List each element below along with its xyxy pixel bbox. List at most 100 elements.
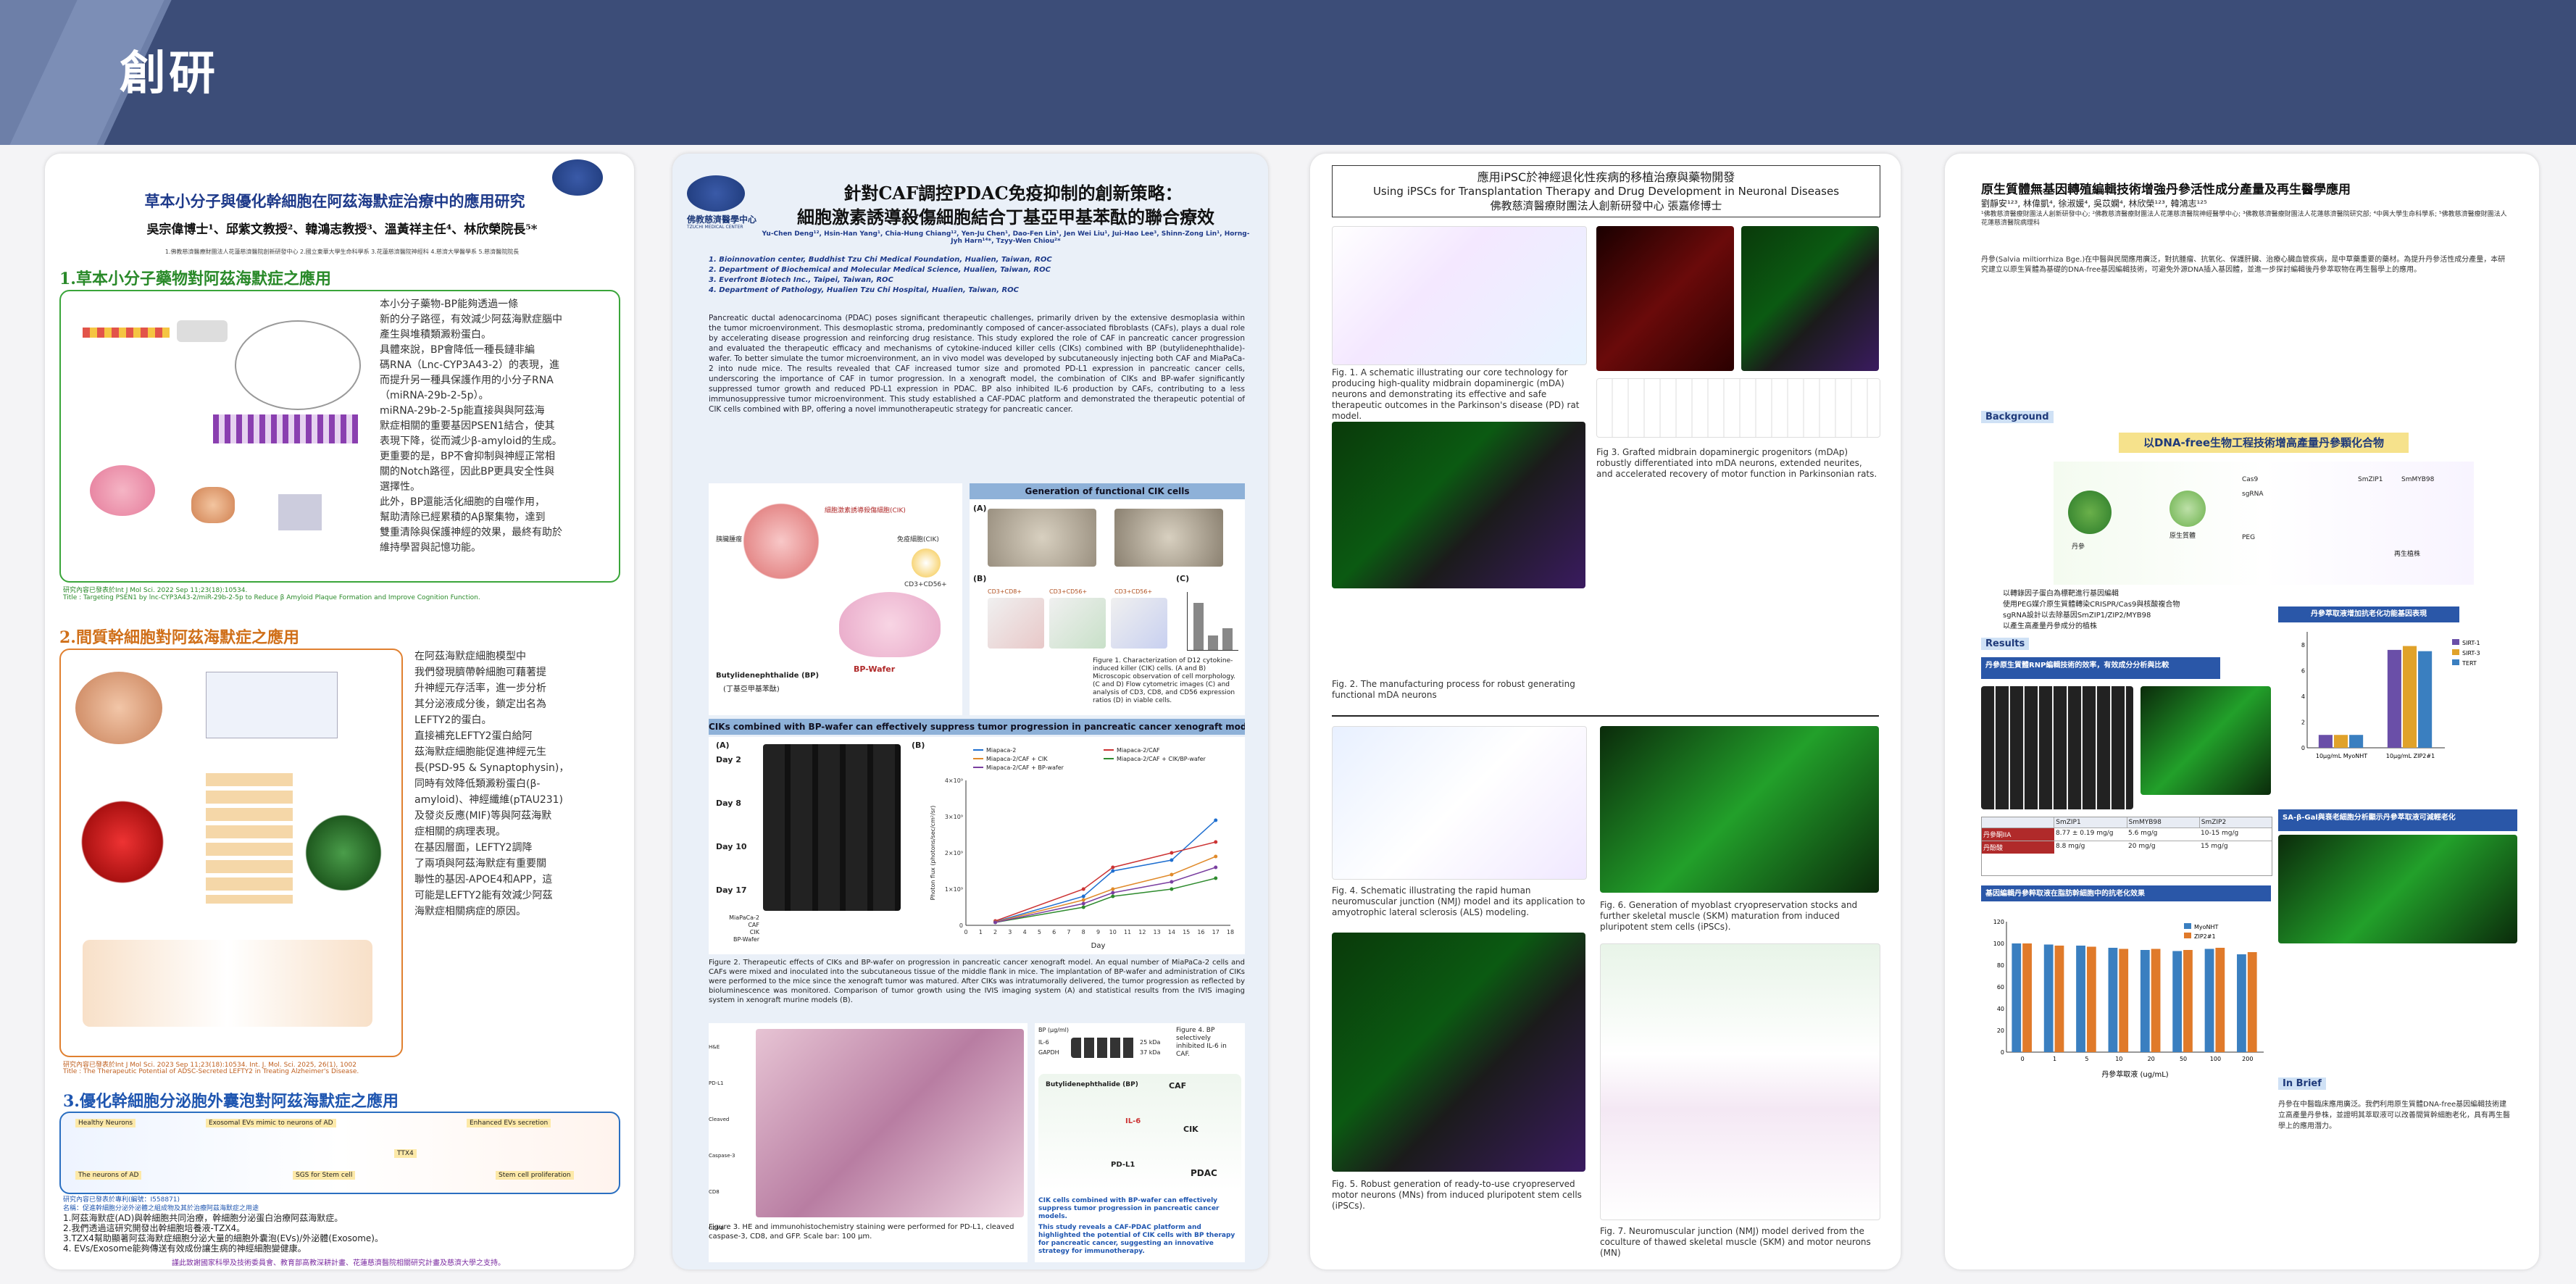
poster-title-line1: 針對CAF調控PDAC免疫抑制的創新策略： <box>843 183 1183 204</box>
western-blot <box>1071 1038 1136 1058</box>
text-line: 幫助清除已經累積的Aβ聚集物，達到 <box>380 512 546 523</box>
text-line: 在阿茲海默症細胞模型中 <box>414 651 526 662</box>
x-tick-label: 17 <box>1212 929 1220 935</box>
poster-ipsc[interactable]: 應用iPSC於神經退化性疾病的移植治療與藥物開發 Using iPSCs for… <box>1310 154 1901 1270</box>
bar-chart-small <box>1187 592 1238 651</box>
wb-label: 37 kDa <box>1140 1049 1161 1056</box>
y-tick-label: 6 <box>2301 667 2305 674</box>
conclusion-item: CIK cells combined with BP-wafer can eff… <box>1038 1197 1220 1220</box>
text-line: 茲海默症細胞能促進神經元生 <box>414 746 546 758</box>
x-tick-label: 13 <box>1154 929 1161 935</box>
diagram-label: PEG <box>2242 534 2256 541</box>
text-line: 產生與堆積類澱粉蛋白。 <box>380 329 491 341</box>
series-line <box>995 841 1216 922</box>
affiliations: 1. Bioinnovation center, Buddhist Tzu Ch… <box>709 255 1052 296</box>
bar <box>2043 944 2054 1052</box>
day-label: Day 17 <box>716 885 747 895</box>
title-english: Using iPSCs for Transplantation Therapy … <box>1372 185 1840 198</box>
chart-1-title: 丹參萃取液增加抗老化功能基因表現 <box>2278 606 2459 622</box>
diagram-label: 原生質體 <box>2169 533 2196 540</box>
data-point <box>1214 840 1218 844</box>
row-label: Cleaved Caspase-3 <box>709 1117 735 1159</box>
data-point <box>1081 901 1085 906</box>
bar <box>2387 649 2401 748</box>
figure-1-caption: Fig. 1. A schematic illustrating our cor… <box>1332 367 1580 421</box>
diagram-label: SGS for Stem cell <box>293 1171 356 1180</box>
legend-label: Miapaca-2/CAF + BP-wafer <box>986 764 1064 771</box>
diagram-label: Enhanced EVs secretion <box>467 1119 551 1127</box>
ivis-images <box>763 744 901 911</box>
poster-affiliations: ¹佛教慈濟醫療財團法人創新研發中心; ²佛教慈濟醫療財團法人花蓮慈濟醫院神經醫學… <box>1981 211 2507 227</box>
y-tick-label: 0 <box>2001 1049 2004 1056</box>
section-2-diagram <box>59 649 403 1057</box>
mech-label: PDAC <box>1191 1168 1217 1178</box>
text-line: 了兩項與阿茲海默症有重要關 <box>414 858 546 870</box>
y-tick-label: 100 <box>1993 941 2004 947</box>
bar <box>2012 943 2022 1052</box>
y-tick-label: 2×10⁹ <box>945 850 963 856</box>
poster-title: 草本小分子與優化幹細胞在阿茲海默症治療中的應用研究 <box>144 192 525 210</box>
section-3-summary: 1.阿茲海默症(AD)與幹細胞共同治療，幹細胞分泌蛋白治療阿茲海默症。 2.我們透… <box>63 1213 614 1254</box>
title-box: 應用iPSC於神經退化性疾病的移植治療與藥物開發 Using iPSCs for… <box>1332 165 1880 217</box>
poster-pdac[interactable]: 佛教慈濟醫學中心 TZUCHI MEDICAL CENTER 針對CAF調控PD… <box>672 154 1268 1270</box>
neuron-icon <box>90 465 155 516</box>
page-title: 創研 <box>120 47 218 101</box>
compound-table: SmZIP1 SmMYB98 SmZIP2 丹參酮IIA 8.77 ± 0.19… <box>1981 817 2272 876</box>
text-line: 默症相關的重要基因PSEN1結合，使其 <box>380 420 555 432</box>
text-line: 在基因層面，LEFTY2調降 <box>414 842 533 854</box>
text-line: amyloid)、神經纖維(pTAU231) <box>414 794 564 806</box>
introduction: 丹參(Salvia miltiorrhiza Bge.)在中醫與民間應用廣泛，對… <box>1981 256 2506 274</box>
figure-3-caption: Figure 3. HE and immunohistochemistry st… <box>709 1223 1014 1241</box>
result-1-title: 丹參原生質體RNP編輯技術的效率，有效成分分析與比較 <box>1981 657 2220 679</box>
title-affiliation: 佛教慈濟醫療財團法人創新研發中心 張嘉修博士 <box>1490 199 1722 212</box>
flow-plot <box>1049 598 1106 649</box>
summary-item: 3.TZX4幫助顯著阿茲海默症細胞分泌大量的細胞外囊泡(EVs)/外泌體(Exo… <box>63 1233 383 1243</box>
text-line: 長(PSD-95 & Synaptophysin)， <box>414 762 570 774</box>
panel-label: (C) <box>1176 574 1190 583</box>
y-tick-label: 120 <box>1993 919 2004 925</box>
y-tick-label: 4 <box>2301 693 2305 700</box>
legend-label: TERT <box>2462 660 2477 667</box>
section-3-diagram: Healthy Neurons Exosomal EVs mimic to neu… <box>59 1112 620 1194</box>
mech-label: Butylidenephthalide (BP) <box>1046 1081 1138 1088</box>
y-tick-label: 3×10⁹ <box>945 814 963 820</box>
poster-title-line2: 細胞激素誘導殺傷細胞結合丁基亞甲基苯酞的聯合療效 <box>797 207 1214 228</box>
section-2-reference: 研究內容已發表於Int J Mol Sci. 2023 Sep 11;23(18… <box>63 1062 357 1069</box>
text-line: 此外，BP還能活化細胞的自噬作用， <box>380 496 546 508</box>
lotus-logo-icon <box>552 159 603 196</box>
data-point <box>1081 887 1085 891</box>
psen1-membrane <box>213 414 358 443</box>
panel-label: (B) <box>973 574 987 583</box>
table-row: 丹酚酸 8.8 mg/g 20 mg/g 15 mg/g <box>1982 841 2272 854</box>
x-tick-label: 11 <box>1124 929 1131 935</box>
figure-5-caption: Fig. 5. Robust generation of ready-to-us… <box>1332 1179 1582 1211</box>
ihc-staining-grid <box>756 1029 1024 1217</box>
sa-beta-gal-images <box>2278 835 2517 943</box>
diagram-label: Exosomal EVs mimic to neurons of AD <box>206 1119 336 1127</box>
data-point <box>1170 858 1174 862</box>
text-line: 表現下降，從而減少β-amyloid的生成。 <box>380 435 562 447</box>
bar <box>2215 948 2225 1052</box>
figure-1-schematic <box>1332 226 1587 365</box>
cik-figure: Generation of functional CIK cells (A) (… <box>970 483 1245 715</box>
marker-list <box>206 773 293 904</box>
figure-label: Butylidenephthalide (BP) <box>716 672 820 680</box>
y-tick-label: 2 <box>2301 719 2305 725</box>
figure-label: CD3+CD56+ <box>904 581 947 588</box>
gel-images <box>1981 686 2133 809</box>
bar <box>2108 948 2118 1052</box>
bar <box>2402 646 2417 748</box>
x-tick-label: 10μg/mL MyoNHT <box>2316 753 2367 759</box>
logo-text: 佛教慈濟醫學中心 <box>687 214 757 225</box>
poster-alzheimer[interactable]: 草本小分子與優化幹細胞在阿茲海默症治療中的應用研究 吳宗偉博士¹、邱紫文教授²、… <box>45 154 634 1270</box>
text-line: 同時有效降低類澱粉蛋白(β- <box>414 778 541 790</box>
y-tick-label: 80 <box>1997 962 2004 969</box>
gene-strand <box>83 328 170 338</box>
text-line: 直接補充LEFTY2蛋白給阿 <box>414 730 533 742</box>
figure-1-caption: Figure 1. Characterization of D12 cytoki… <box>1093 657 1235 704</box>
legend-label: Miapaca-2/CAF + CIK <box>986 756 1048 762</box>
result-3-title: 基因編輯丹參粹取液在脂肪幹細胞中的抗老化效果 <box>1981 885 2271 901</box>
poster-salvia[interactable]: 原生質體無基因轉殖編輯技術增強丹參活性成分產量及再生醫學應用 劉靜安¹²³, 林… <box>1945 154 2539 1270</box>
legend-swatch <box>2184 933 2191 938</box>
bar <box>2183 950 2193 1052</box>
